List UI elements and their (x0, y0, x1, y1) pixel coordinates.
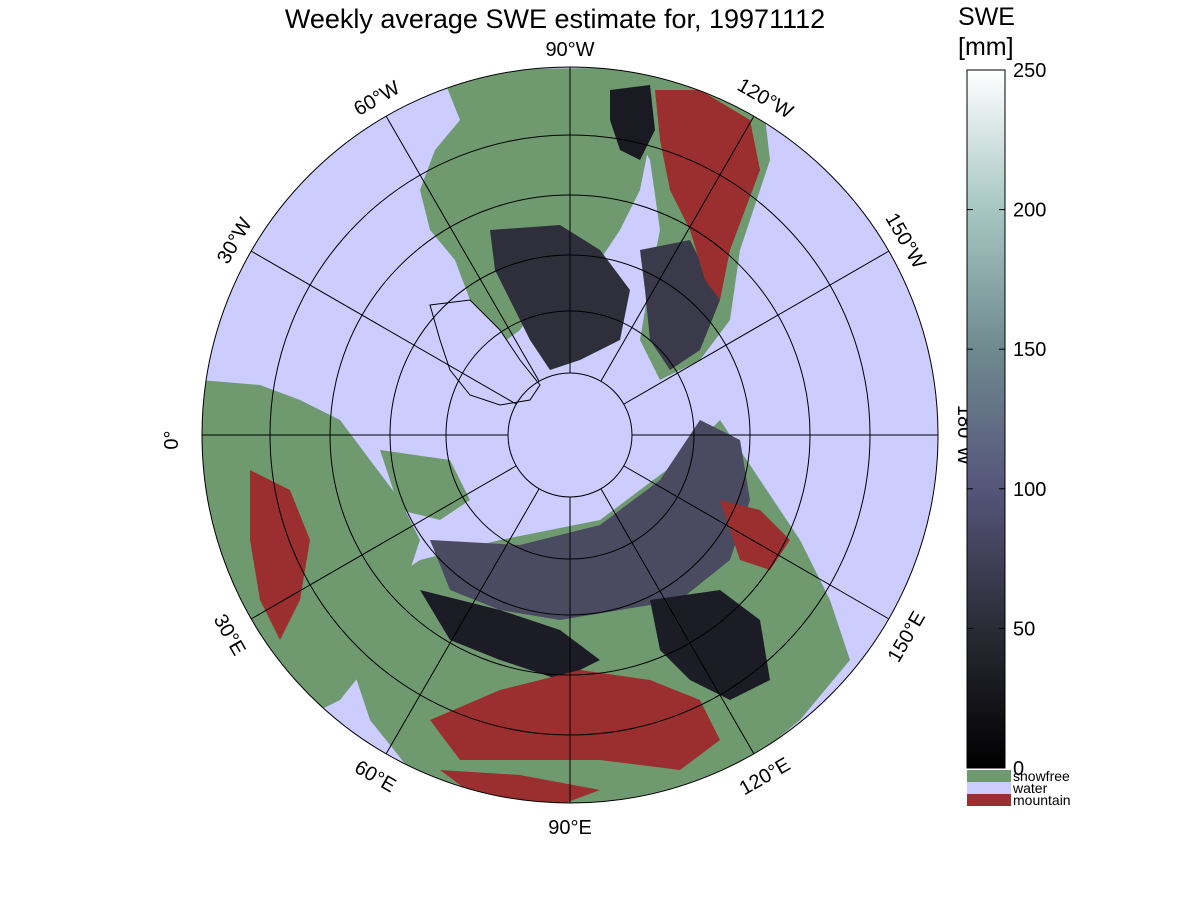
label-120e: 120°E (736, 754, 794, 800)
asia-mountains (430, 670, 720, 770)
map-title: Weekly average SWE estimate for, 1997111… (284, 4, 826, 34)
legend-swatch-snowfree (967, 770, 1011, 782)
colorbar-tick-label: 150 (1013, 339, 1046, 361)
europe-mountains (250, 470, 310, 640)
kamchatka-mountains (720, 500, 790, 570)
meridian-120w (600, 115, 755, 382)
meridian-150e (623, 465, 890, 620)
meridian-120e (600, 488, 755, 755)
east-asia-snow-dark (650, 590, 770, 700)
meridian-150w (623, 250, 890, 405)
colorbar-tick-label: 50 (1013, 618, 1035, 640)
label-90e: 90°E (548, 817, 592, 839)
alaska-snow (640, 240, 720, 370)
colorbar-tick-label: 100 (1013, 479, 1046, 501)
colorbar-tick-label: 0 (1013, 758, 1024, 780)
colorbar-gradient (966, 69, 1006, 769)
legend-label-snowfree: snowfree (1013, 768, 1070, 784)
legend-swatch-water (967, 782, 1011, 794)
greenland-landmass (429, 299, 541, 406)
legend-label-mountain: mountain (1013, 792, 1071, 808)
north-america-landmass (420, 68, 650, 345)
meridian-60w (385, 115, 540, 382)
arctic-canada-snow (490, 225, 630, 370)
legend-swatch-mountain (967, 794, 1011, 806)
colorbar-tick-label: 200 (1013, 200, 1046, 222)
rockies-snow-dark (610, 85, 655, 160)
meridian-30e (250, 465, 517, 620)
colorbar-title-swe: SWE (958, 3, 1015, 31)
siberia-snow (430, 420, 750, 620)
colorbar-ticks: 0 50 100 150 200 250 (967, 60, 1046, 780)
meridian-30w (250, 250, 517, 405)
colorbar: 0 50 100 150 200 250 (966, 60, 1046, 780)
scandinavia-landmass (380, 450, 470, 520)
meridian-60e (385, 488, 540, 755)
label-30e: 30°E (209, 611, 250, 660)
north-america-mountains (655, 90, 760, 300)
legend-label-water: water (1012, 780, 1048, 796)
colorbar-title: SWE [mm] (958, 2, 1015, 62)
meridians (202, 67, 938, 803)
label-0: 0° (161, 430, 183, 449)
colorbar-title-unit: [mm] (958, 33, 1014, 61)
siberia-snow-dark (420, 590, 600, 680)
label-60e: 60°E (351, 756, 400, 797)
label-90w: 90°W (545, 39, 594, 61)
colorbar-tick-label: 250 (1013, 60, 1046, 82)
